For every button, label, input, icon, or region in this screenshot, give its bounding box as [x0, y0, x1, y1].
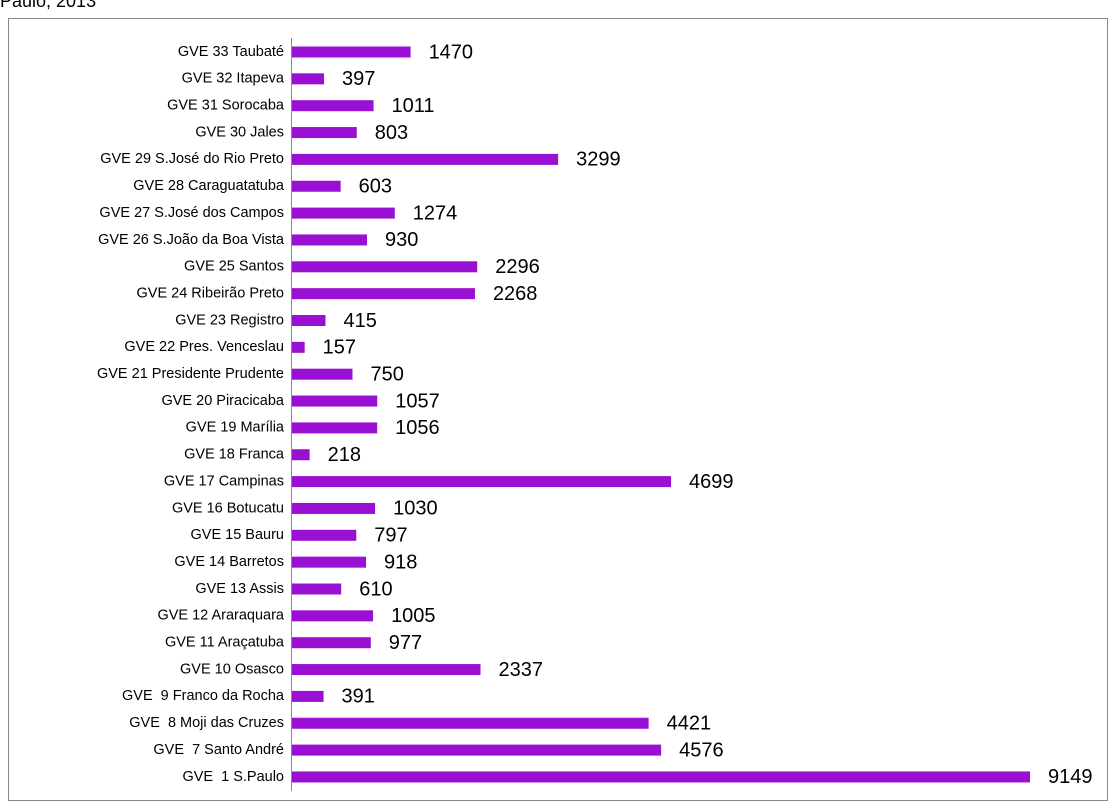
bar	[292, 46, 411, 58]
bar	[292, 180, 341, 192]
value-label: 218	[328, 444, 361, 466]
value-label: 415	[343, 310, 376, 332]
bar	[292, 449, 310, 461]
bar	[292, 127, 357, 139]
bar	[292, 261, 478, 273]
category-label: GVE 22 Pres. Venceslau	[124, 339, 284, 355]
category-label: GVE 17 Campinas	[164, 473, 284, 489]
value-label: 750	[370, 363, 403, 385]
value-label: 4699	[689, 471, 734, 493]
value-label: 397	[342, 68, 375, 90]
category-label: GVE 18 Franca	[184, 447, 285, 463]
category-label: GVE 20 Piracicaba	[161, 393, 284, 409]
value-label: 1056	[395, 417, 440, 439]
category-label: GVE 16 Botucatu	[172, 500, 284, 516]
bar	[292, 556, 367, 568]
bar	[292, 717, 649, 729]
value-label: 157	[323, 337, 356, 359]
category-label: GVE 28 Caraguatatuba	[133, 178, 285, 194]
value-label: 1030	[393, 498, 438, 520]
bar	[292, 234, 368, 246]
bar	[292, 207, 395, 219]
bar	[292, 368, 353, 380]
value-label: 2268	[493, 283, 538, 305]
category-label: GVE 1 S.Paulo	[182, 769, 284, 785]
category-label: GVE 25 Santos	[184, 259, 284, 275]
value-label: 797	[374, 525, 407, 547]
bar	[292, 73, 325, 85]
bar	[292, 315, 326, 326]
value-label: 3299	[576, 149, 621, 171]
value-label: 977	[389, 632, 422, 654]
category-label: GVE 11 Araçatuba	[165, 635, 285, 651]
category-label: GVE 33 Taubaté	[178, 44, 284, 60]
value-label: 2296	[495, 256, 540, 278]
value-label: 2337	[499, 659, 544, 681]
bar	[292, 422, 378, 434]
category-label: GVE 30 Jales	[195, 124, 284, 140]
bar	[292, 664, 481, 676]
category-label: GVE 10 Osasco	[180, 661, 284, 677]
category-label: GVE 13 Assis	[195, 581, 284, 597]
category-label: GVE 21 Presidente Prudente	[97, 366, 284, 382]
bar	[292, 690, 324, 702]
value-label: 1057	[395, 390, 440, 412]
value-label: 1274	[413, 202, 458, 224]
value-label: 1011	[392, 95, 435, 117]
category-label: GVE 27 S.José dos Campos	[99, 205, 284, 221]
bar	[292, 637, 371, 649]
value-label: 803	[375, 122, 408, 144]
chart-title: Paulo, 2013	[0, 0, 96, 11]
value-label: 4421	[667, 713, 712, 735]
value-label: 9149	[1048, 766, 1093, 788]
category-label: GVE 14 Barretos	[174, 554, 284, 570]
bar	[292, 341, 305, 353]
category-label: GVE 12 Araraquara	[157, 608, 284, 624]
category-label: GVE 19 Marília	[186, 420, 285, 436]
frame	[8, 18, 1108, 801]
category-label: GVE 9 Franco da Rocha	[122, 688, 285, 704]
value-label: 610	[359, 578, 392, 600]
value-label: 1470	[429, 41, 474, 63]
bar	[292, 529, 357, 541]
bar	[292, 583, 342, 595]
category-label: GVE 23 Registro	[175, 312, 284, 328]
bar	[292, 771, 1030, 783]
bar	[292, 502, 376, 514]
category-label: GVE 26 S.João da Boa Vista	[98, 232, 285, 248]
bar	[292, 153, 559, 165]
bar	[292, 744, 662, 756]
bar	[292, 288, 475, 300]
category-label: GVE 7 Santo André	[153, 742, 284, 758]
bar	[292, 610, 374, 622]
value-label: 1005	[391, 605, 436, 627]
bar	[292, 100, 374, 112]
value-label: 918	[384, 551, 417, 573]
category-label: GVE 24 Ribeirão Preto	[137, 285, 285, 301]
value-label: 930	[385, 229, 418, 251]
bar	[292, 395, 378, 407]
category-label: GVE 8 Moji das Cruzes	[129, 715, 284, 731]
value-label: 391	[342, 686, 375, 708]
value-label: 4576	[679, 739, 724, 761]
category-label: GVE 32 Itapeva	[182, 71, 285, 87]
category-label: GVE 29 S.José do Rio Preto	[100, 151, 284, 167]
category-label: GVE 31 Sorocaba	[167, 98, 285, 114]
value-label: 603	[359, 176, 392, 198]
bar	[292, 476, 672, 488]
category-label: GVE 15 Bauru	[191, 527, 285, 543]
